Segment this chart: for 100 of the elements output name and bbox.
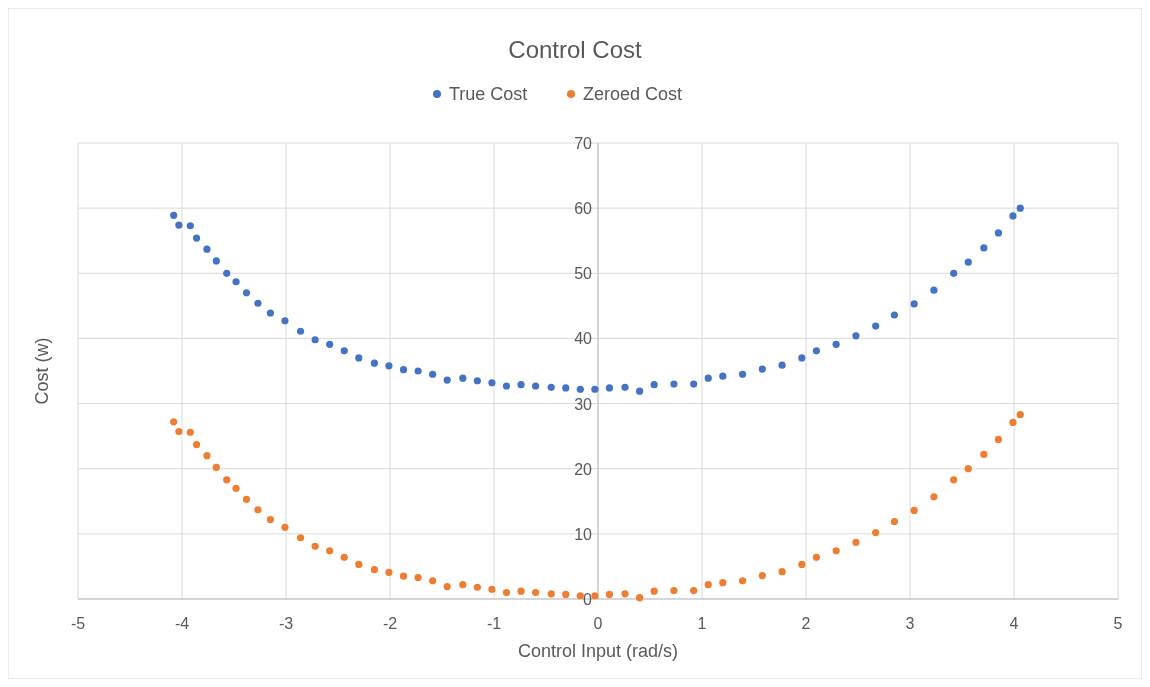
y-tick-label: 40: [574, 330, 593, 348]
y-tick-label: 30: [574, 395, 593, 413]
x-tick-label: -5: [70, 615, 86, 632]
point: [385, 568, 393, 576]
point: [311, 542, 319, 550]
y-tick-label: 60: [574, 200, 593, 218]
x-tick-label: -4: [174, 615, 190, 632]
x-tick-label: 1: [697, 615, 707, 632]
point: [690, 586, 698, 595]
point: [562, 590, 570, 599]
point: [852, 538, 860, 546]
x-tick-label: -2: [382, 615, 398, 632]
point: [562, 384, 570, 392]
point: [547, 590, 555, 598]
point: [429, 370, 437, 378]
point: [798, 560, 806, 569]
point: [192, 234, 201, 242]
point: [203, 245, 211, 253]
point: [266, 515, 274, 524]
point: [488, 379, 496, 387]
x-axis-title: Control Input (rad/s): [517, 641, 679, 661]
point: [488, 585, 496, 593]
point: [994, 435, 1002, 443]
point: [930, 286, 938, 294]
point: [812, 347, 820, 355]
point: [930, 493, 938, 501]
point: [964, 258, 972, 266]
point: [212, 463, 220, 472]
point: [738, 577, 747, 585]
point: [326, 547, 334, 555]
point: [517, 381, 525, 389]
point: [473, 583, 481, 591]
point: [872, 528, 880, 537]
point: [591, 385, 599, 393]
x-tick-label: 5: [1113, 615, 1123, 632]
point: [670, 586, 678, 595]
point: [399, 366, 408, 374]
point: [636, 387, 644, 395]
point: [473, 377, 481, 385]
point: [994, 229, 1002, 237]
point: [355, 560, 363, 569]
point: [296, 534, 305, 542]
point: [385, 362, 393, 370]
point: [414, 573, 422, 582]
point: [872, 322, 880, 330]
point: [281, 523, 289, 531]
point: [778, 361, 786, 369]
point: [459, 374, 467, 382]
point: [414, 367, 422, 375]
point: [266, 309, 274, 317]
point: [370, 566, 378, 574]
x-tick-label: -1: [486, 615, 502, 632]
point: [576, 385, 584, 393]
point: [758, 571, 766, 580]
point: [798, 354, 806, 362]
point: [1009, 212, 1017, 220]
point: [443, 376, 451, 384]
y-tick-label: 70: [574, 135, 593, 152]
point: [223, 476, 231, 484]
point: [778, 568, 786, 576]
legend-label: Zeroed Cost: [583, 84, 683, 104]
point: [980, 450, 988, 458]
point: [832, 547, 840, 555]
point: [370, 359, 378, 367]
point: [852, 332, 860, 340]
x-tick-label: -3: [278, 615, 294, 632]
point: [890, 311, 898, 319]
point: [719, 579, 727, 587]
y-tick-label: 50: [574, 265, 593, 283]
point: [502, 382, 511, 390]
point: [399, 572, 408, 580]
point: [254, 506, 262, 514]
point: [429, 577, 437, 585]
point: [175, 427, 183, 436]
point: [719, 372, 727, 380]
y-axis-title: Cost (w): [32, 337, 52, 405]
point: [704, 581, 712, 589]
point: [738, 370, 747, 378]
point: [296, 327, 305, 335]
point: [186, 222, 194, 230]
point: [621, 590, 629, 598]
point: [758, 365, 766, 373]
point: [311, 336, 319, 344]
point: [212, 257, 220, 265]
point: [650, 587, 658, 595]
point: [1016, 204, 1024, 212]
point: [170, 418, 178, 426]
point: [340, 347, 348, 355]
point: [670, 380, 678, 388]
point: [254, 299, 262, 307]
legend-label: True Cost: [449, 84, 528, 104]
point: [950, 476, 958, 484]
x-tick-label: 4: [1009, 615, 1019, 632]
point: [232, 278, 240, 286]
point: [980, 244, 988, 252]
point: [547, 383, 555, 391]
y-tick-label: 0: [583, 591, 593, 608]
x-tick-label: 3: [905, 615, 915, 632]
point: [355, 354, 363, 362]
point: [192, 441, 201, 449]
